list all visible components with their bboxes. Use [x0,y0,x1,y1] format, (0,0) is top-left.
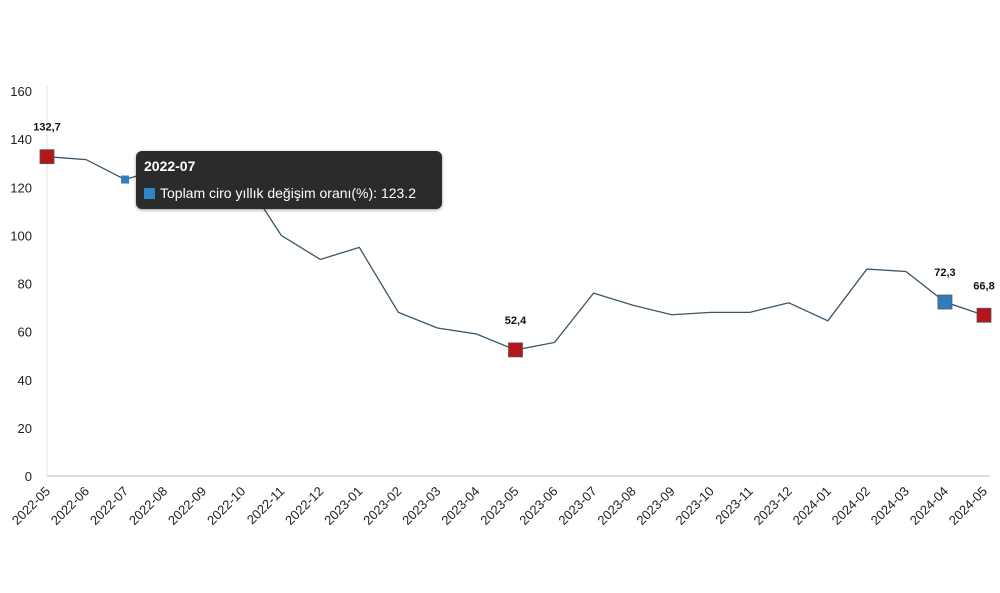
y-tick-label: 100 [10,228,32,243]
x-tick-label: 2022-08 [126,484,170,528]
x-tick-label: 2023-02 [360,484,404,528]
x-tick-label: 2024-02 [829,484,873,528]
y-tick-label: 80 [18,277,32,292]
data-label: 52,4 [505,315,527,327]
x-tick-label: 2023-09 [633,484,677,528]
x-tick-label: 2024-05 [946,484,990,528]
tooltip-series-value: Toplam ciro yıllık değişim oranı(%): 123… [160,185,416,201]
x-tick-label: 2022-05 [9,484,53,528]
x-tick-label: 2023-04 [438,484,482,528]
x-tick-label: 2023-07 [555,484,599,528]
data-label: 72,3 [934,267,955,279]
x-tick-label: 2023-08 [594,484,638,528]
data-point-hovered [121,175,130,184]
x-tick-label: 2022-09 [165,484,209,528]
x-tick-label: 2022-06 [48,484,92,528]
tooltip-title: 2022-07 [144,158,196,174]
y-tick-label: 20 [18,421,32,436]
x-tick-label: 2023-01 [321,484,365,528]
x-tick-label: 2024-03 [868,484,912,528]
x-tick-label: 2022-11 [244,484,288,528]
data-point-marker [508,342,523,358]
x-tick-label: 2023-10 [672,484,716,528]
x-tick-label: 2023-03 [399,484,443,528]
x-tick-label: 2023-12 [751,484,795,528]
x-tick-label: 2022-07 [87,484,131,528]
y-tick-label: 0 [25,469,32,484]
data-label: 132,7 [33,122,61,134]
y-tick-label: 120 [10,180,32,195]
x-tick-label: 2024-01 [790,484,834,528]
x-tick-label: 2022-10 [204,484,248,528]
data-label: 66,8 [973,280,994,292]
y-tick-label: 60 [18,325,32,340]
tooltip-series-swatch [144,188,155,199]
data-point-marker [937,294,953,310]
x-tick-label: 2023-11 [712,484,756,528]
data-point-marker [976,307,992,323]
chart-tooltip: 2022-07 Toplam ciro yıllık değişim oranı… [136,151,442,209]
y-tick-label: 160 [10,84,32,99]
y-tick-label: 140 [10,132,32,147]
data-point-marker [39,149,55,165]
x-tick-label: 2022-12 [282,484,326,528]
x-tick-label: 2023-06 [516,484,560,528]
y-tick-label: 40 [18,373,32,388]
x-tick-label: 2024-04 [907,484,951,528]
x-tick-label: 2023-05 [477,484,521,528]
